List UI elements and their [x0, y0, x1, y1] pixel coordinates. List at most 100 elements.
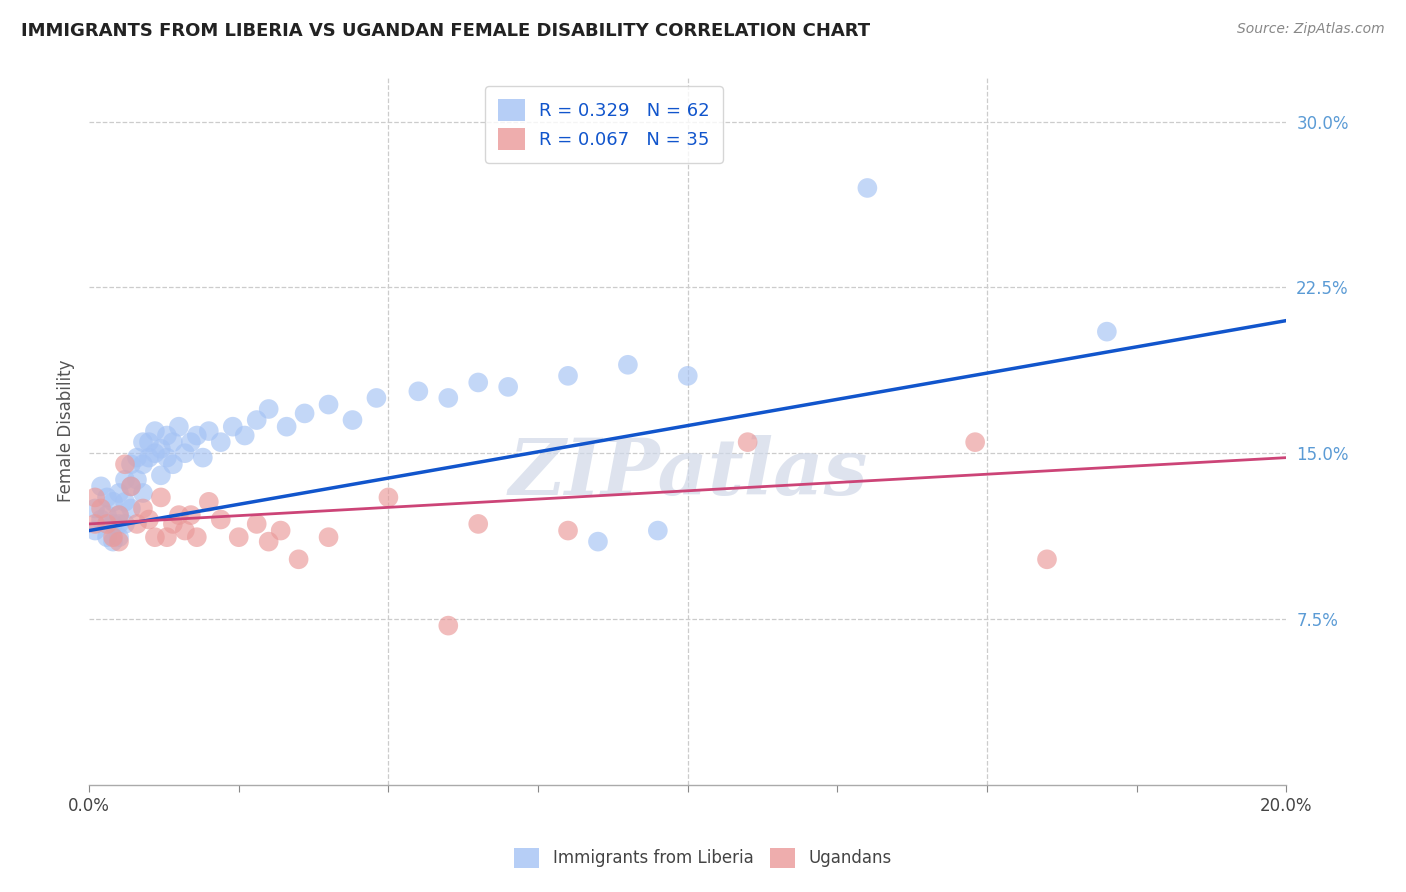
Point: [287, 552, 309, 566]
Point: [156, 428, 179, 442]
Point: [676, 368, 699, 383]
Point: [149, 491, 172, 505]
Point: [101, 495, 124, 509]
Point: [114, 495, 136, 509]
Point: [120, 479, 142, 493]
Point: [647, 524, 669, 538]
Point: [162, 435, 184, 450]
Point: [108, 508, 131, 522]
Point: [222, 419, 245, 434]
Point: [125, 473, 148, 487]
Point: [114, 473, 136, 487]
Point: [496, 380, 519, 394]
Point: [408, 384, 430, 399]
Point: [557, 368, 579, 383]
Point: [132, 501, 155, 516]
Point: [191, 450, 214, 465]
Point: [246, 413, 269, 427]
Point: [257, 534, 280, 549]
Point: [132, 457, 155, 471]
Point: [108, 534, 131, 549]
Point: [167, 508, 190, 522]
Point: [96, 516, 118, 531]
Point: [1095, 325, 1118, 339]
Point: [90, 479, 112, 493]
Point: [965, 435, 987, 450]
Point: [96, 530, 118, 544]
Point: [186, 530, 208, 544]
Point: [257, 402, 280, 417]
Legend: R = 0.329   N = 62, R = 0.067   N = 35: R = 0.329 N = 62, R = 0.067 N = 35: [485, 87, 723, 163]
Point: [209, 435, 232, 450]
Point: [737, 435, 759, 450]
Point: [173, 446, 195, 460]
Point: [101, 530, 124, 544]
Point: [156, 530, 179, 544]
Point: [342, 413, 364, 427]
Point: [114, 516, 136, 531]
Point: [114, 457, 136, 471]
Text: ZIPatlas: ZIPatlas: [508, 435, 868, 512]
Point: [173, 524, 195, 538]
Point: [143, 424, 166, 438]
Point: [557, 524, 579, 538]
Point: [84, 524, 107, 538]
Point: [233, 428, 256, 442]
Point: [467, 516, 489, 531]
Point: [437, 391, 460, 405]
Point: [120, 457, 142, 471]
Point: [108, 486, 131, 500]
Point: [186, 428, 208, 442]
Point: [617, 358, 640, 372]
Point: [138, 450, 160, 465]
Point: [138, 435, 160, 450]
Legend: Immigrants from Liberia, Ugandans: Immigrants from Liberia, Ugandans: [508, 841, 898, 875]
Point: [366, 391, 388, 405]
Point: [108, 508, 131, 522]
Point: [318, 530, 340, 544]
Point: [101, 516, 124, 531]
Point: [270, 524, 292, 538]
Point: [84, 516, 107, 531]
Point: [156, 450, 179, 465]
Point: [132, 486, 155, 500]
Point: [108, 516, 131, 531]
Point: [294, 406, 316, 420]
Point: [246, 516, 269, 531]
Point: [856, 181, 879, 195]
Point: [180, 435, 202, 450]
Point: [149, 468, 172, 483]
Point: [90, 512, 112, 526]
Point: [96, 491, 118, 505]
Point: [101, 534, 124, 549]
Point: [167, 419, 190, 434]
Point: [1036, 552, 1059, 566]
Point: [108, 530, 131, 544]
Point: [143, 530, 166, 544]
Point: [467, 376, 489, 390]
Point: [209, 512, 232, 526]
Point: [132, 435, 155, 450]
Point: [120, 479, 142, 493]
Point: [318, 398, 340, 412]
Point: [138, 512, 160, 526]
Point: [96, 508, 118, 522]
Point: [586, 534, 609, 549]
Point: [84, 491, 107, 505]
Y-axis label: Female Disability: Female Disability: [58, 359, 75, 502]
Point: [198, 495, 221, 509]
Point: [143, 446, 166, 460]
Point: [125, 516, 148, 531]
Point: [377, 491, 399, 505]
Point: [162, 457, 184, 471]
Text: Source: ZipAtlas.com: Source: ZipAtlas.com: [1237, 22, 1385, 37]
Text: IMMIGRANTS FROM LIBERIA VS UGANDAN FEMALE DISABILITY CORRELATION CHART: IMMIGRANTS FROM LIBERIA VS UGANDAN FEMAL…: [21, 22, 870, 40]
Point: [120, 501, 142, 516]
Point: [125, 450, 148, 465]
Point: [90, 501, 112, 516]
Point: [149, 442, 172, 456]
Point: [228, 530, 250, 544]
Point: [84, 501, 107, 516]
Point: [437, 618, 460, 632]
Point: [180, 508, 202, 522]
